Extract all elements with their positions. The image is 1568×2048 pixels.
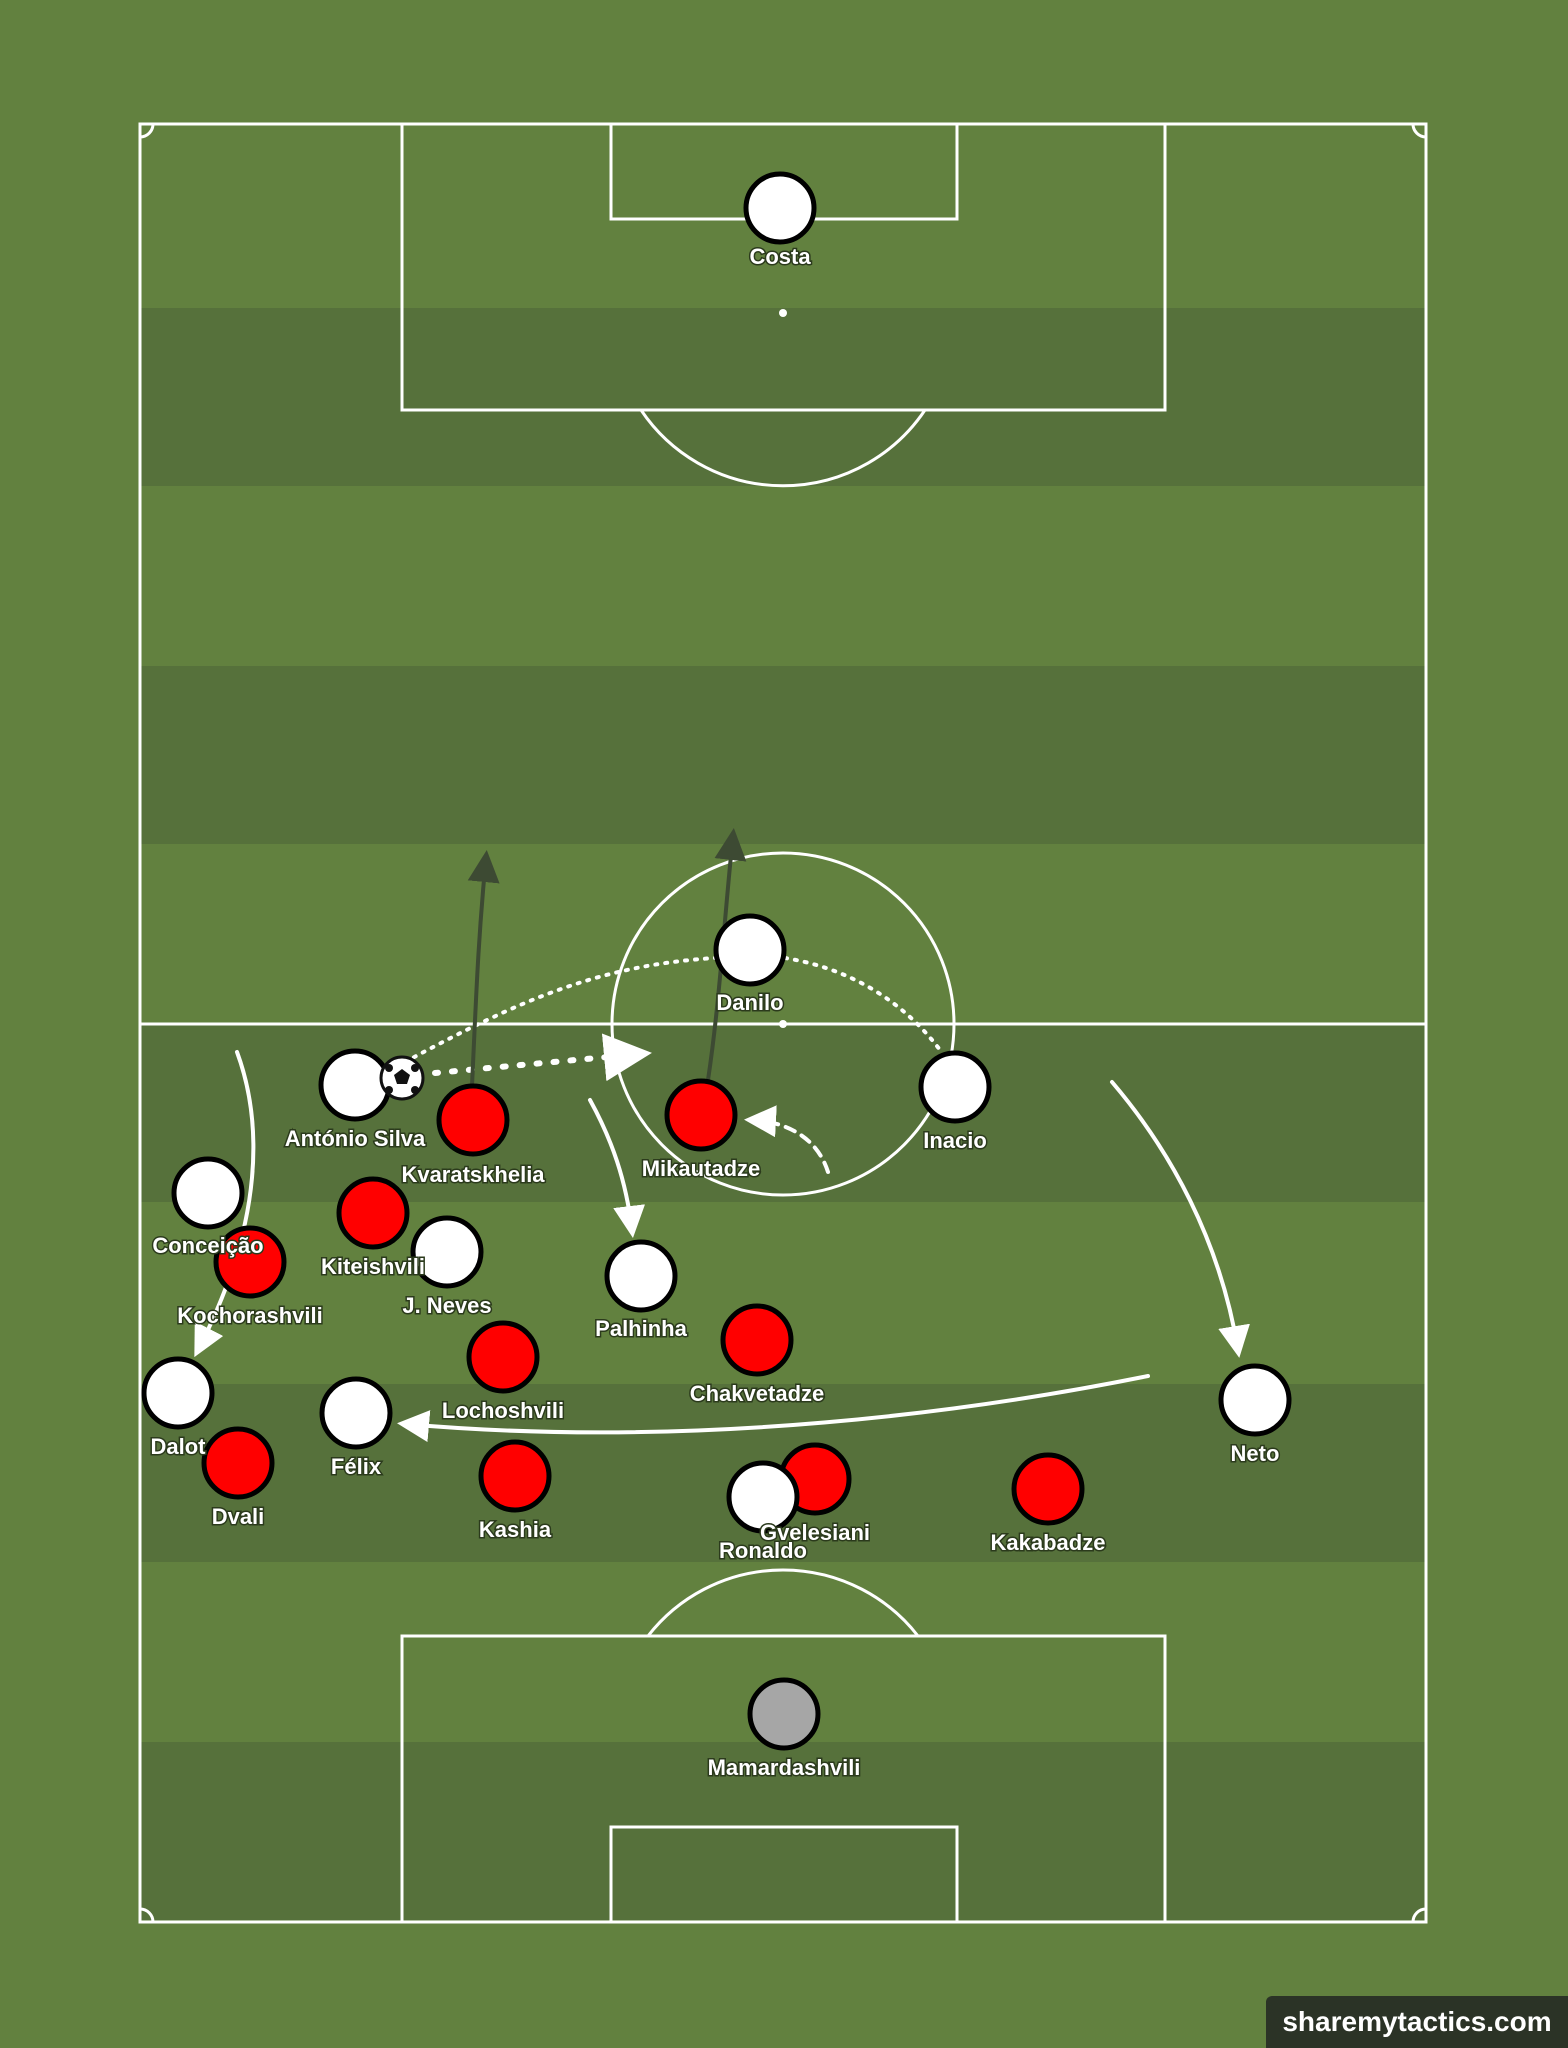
player-marker-white <box>319 1376 393 1450</box>
run-arrow-dark <box>467 850 500 1088</box>
player-label: Mamardashvili <box>708 1755 861 1780</box>
player-marker-white <box>171 1156 245 1230</box>
corner-arc-top-right <box>1411 123 1427 139</box>
player-label: Dalot <box>151 1434 207 1459</box>
player-label: Chakvetadze <box>690 1381 825 1406</box>
bottom-penalty-arc <box>646 1568 920 1637</box>
player-label: J. Neves <box>402 1293 491 1318</box>
watermark-text: sharemytactics.com <box>1282 2006 1552 2037</box>
player-label: Lochoshvili <box>442 1398 564 1423</box>
bottom-goal-area <box>609 1825 959 1924</box>
centre-spot <box>779 1020 787 1028</box>
player-label: Conceição <box>152 1233 263 1258</box>
player-label: António Silva <box>285 1126 426 1151</box>
player-label: Kochorashvili <box>177 1303 322 1328</box>
player-marker-red <box>436 1083 510 1157</box>
player-marker-white <box>713 913 787 987</box>
player-label: Danilo <box>716 990 783 1015</box>
corner-arc-bottom-left <box>139 1907 155 1923</box>
corner-arc-top-left <box>139 123 155 139</box>
centre-circle <box>610 851 956 1197</box>
run-arrow <box>588 1098 646 1238</box>
pass-arrow-dotted <box>432 1033 652 1082</box>
player-label: Gvelesiani <box>760 1520 870 1545</box>
player-marker-white <box>410 1215 484 1289</box>
run-arrow <box>1110 1080 1250 1358</box>
player-label: Dvali <box>212 1504 265 1529</box>
player-marker-white <box>918 1050 992 1124</box>
run-arrow-dashed <box>744 1105 830 1174</box>
player-marker-white <box>141 1356 215 1430</box>
player-marker-red <box>1011 1452 1085 1526</box>
player-marker-red <box>336 1176 410 1250</box>
player-marker-white <box>1218 1363 1292 1437</box>
player-marker-red <box>213 1225 287 1299</box>
pass-path-dotted <box>403 956 717 1064</box>
player-marker-white <box>318 1048 392 1122</box>
run-arrow <box>194 1050 256 1358</box>
top-penalty-spot <box>779 309 787 317</box>
ball-icon <box>379 1055 425 1101</box>
pass-path-dotted <box>783 956 942 1052</box>
player-label: Félix <box>331 1454 382 1479</box>
player-marker-white <box>726 1460 800 1534</box>
player-marker-grey <box>747 1677 821 1751</box>
player-label: Inacio <box>923 1128 987 1153</box>
player-label: Neto <box>1231 1441 1280 1466</box>
pitch-markings <box>138 122 1428 1924</box>
player-label: Ronaldo <box>719 1538 807 1563</box>
corner-arc-bottom-right <box>1411 1907 1427 1923</box>
player-marker-white <box>604 1239 678 1313</box>
player-label: Mikautadze <box>642 1156 761 1181</box>
player-label: Costa <box>749 244 811 269</box>
player-label: Kvaratskhelia <box>401 1162 545 1187</box>
player-marker-red <box>478 1439 552 1513</box>
player-marker-red <box>664 1078 738 1152</box>
player-marker-red <box>466 1320 540 1394</box>
player-label: Palhinha <box>595 1316 687 1341</box>
player-label: Kakabadze <box>991 1530 1106 1555</box>
top-penalty-arc <box>639 409 927 488</box>
player-label: Kiteishvili <box>321 1254 425 1279</box>
player-marker-red <box>720 1303 794 1377</box>
player-label: Kashia <box>479 1517 552 1542</box>
player-marker-red <box>201 1426 275 1500</box>
watermark-badge: sharemytactics.com <box>1266 1996 1568 2048</box>
players-layer: Kvaratskhelia Mikautadze Kiteishvili Kochor… <box>141 171 1292 1782</box>
player-marker-white <box>743 171 817 245</box>
run-arrow <box>397 1374 1150 1443</box>
